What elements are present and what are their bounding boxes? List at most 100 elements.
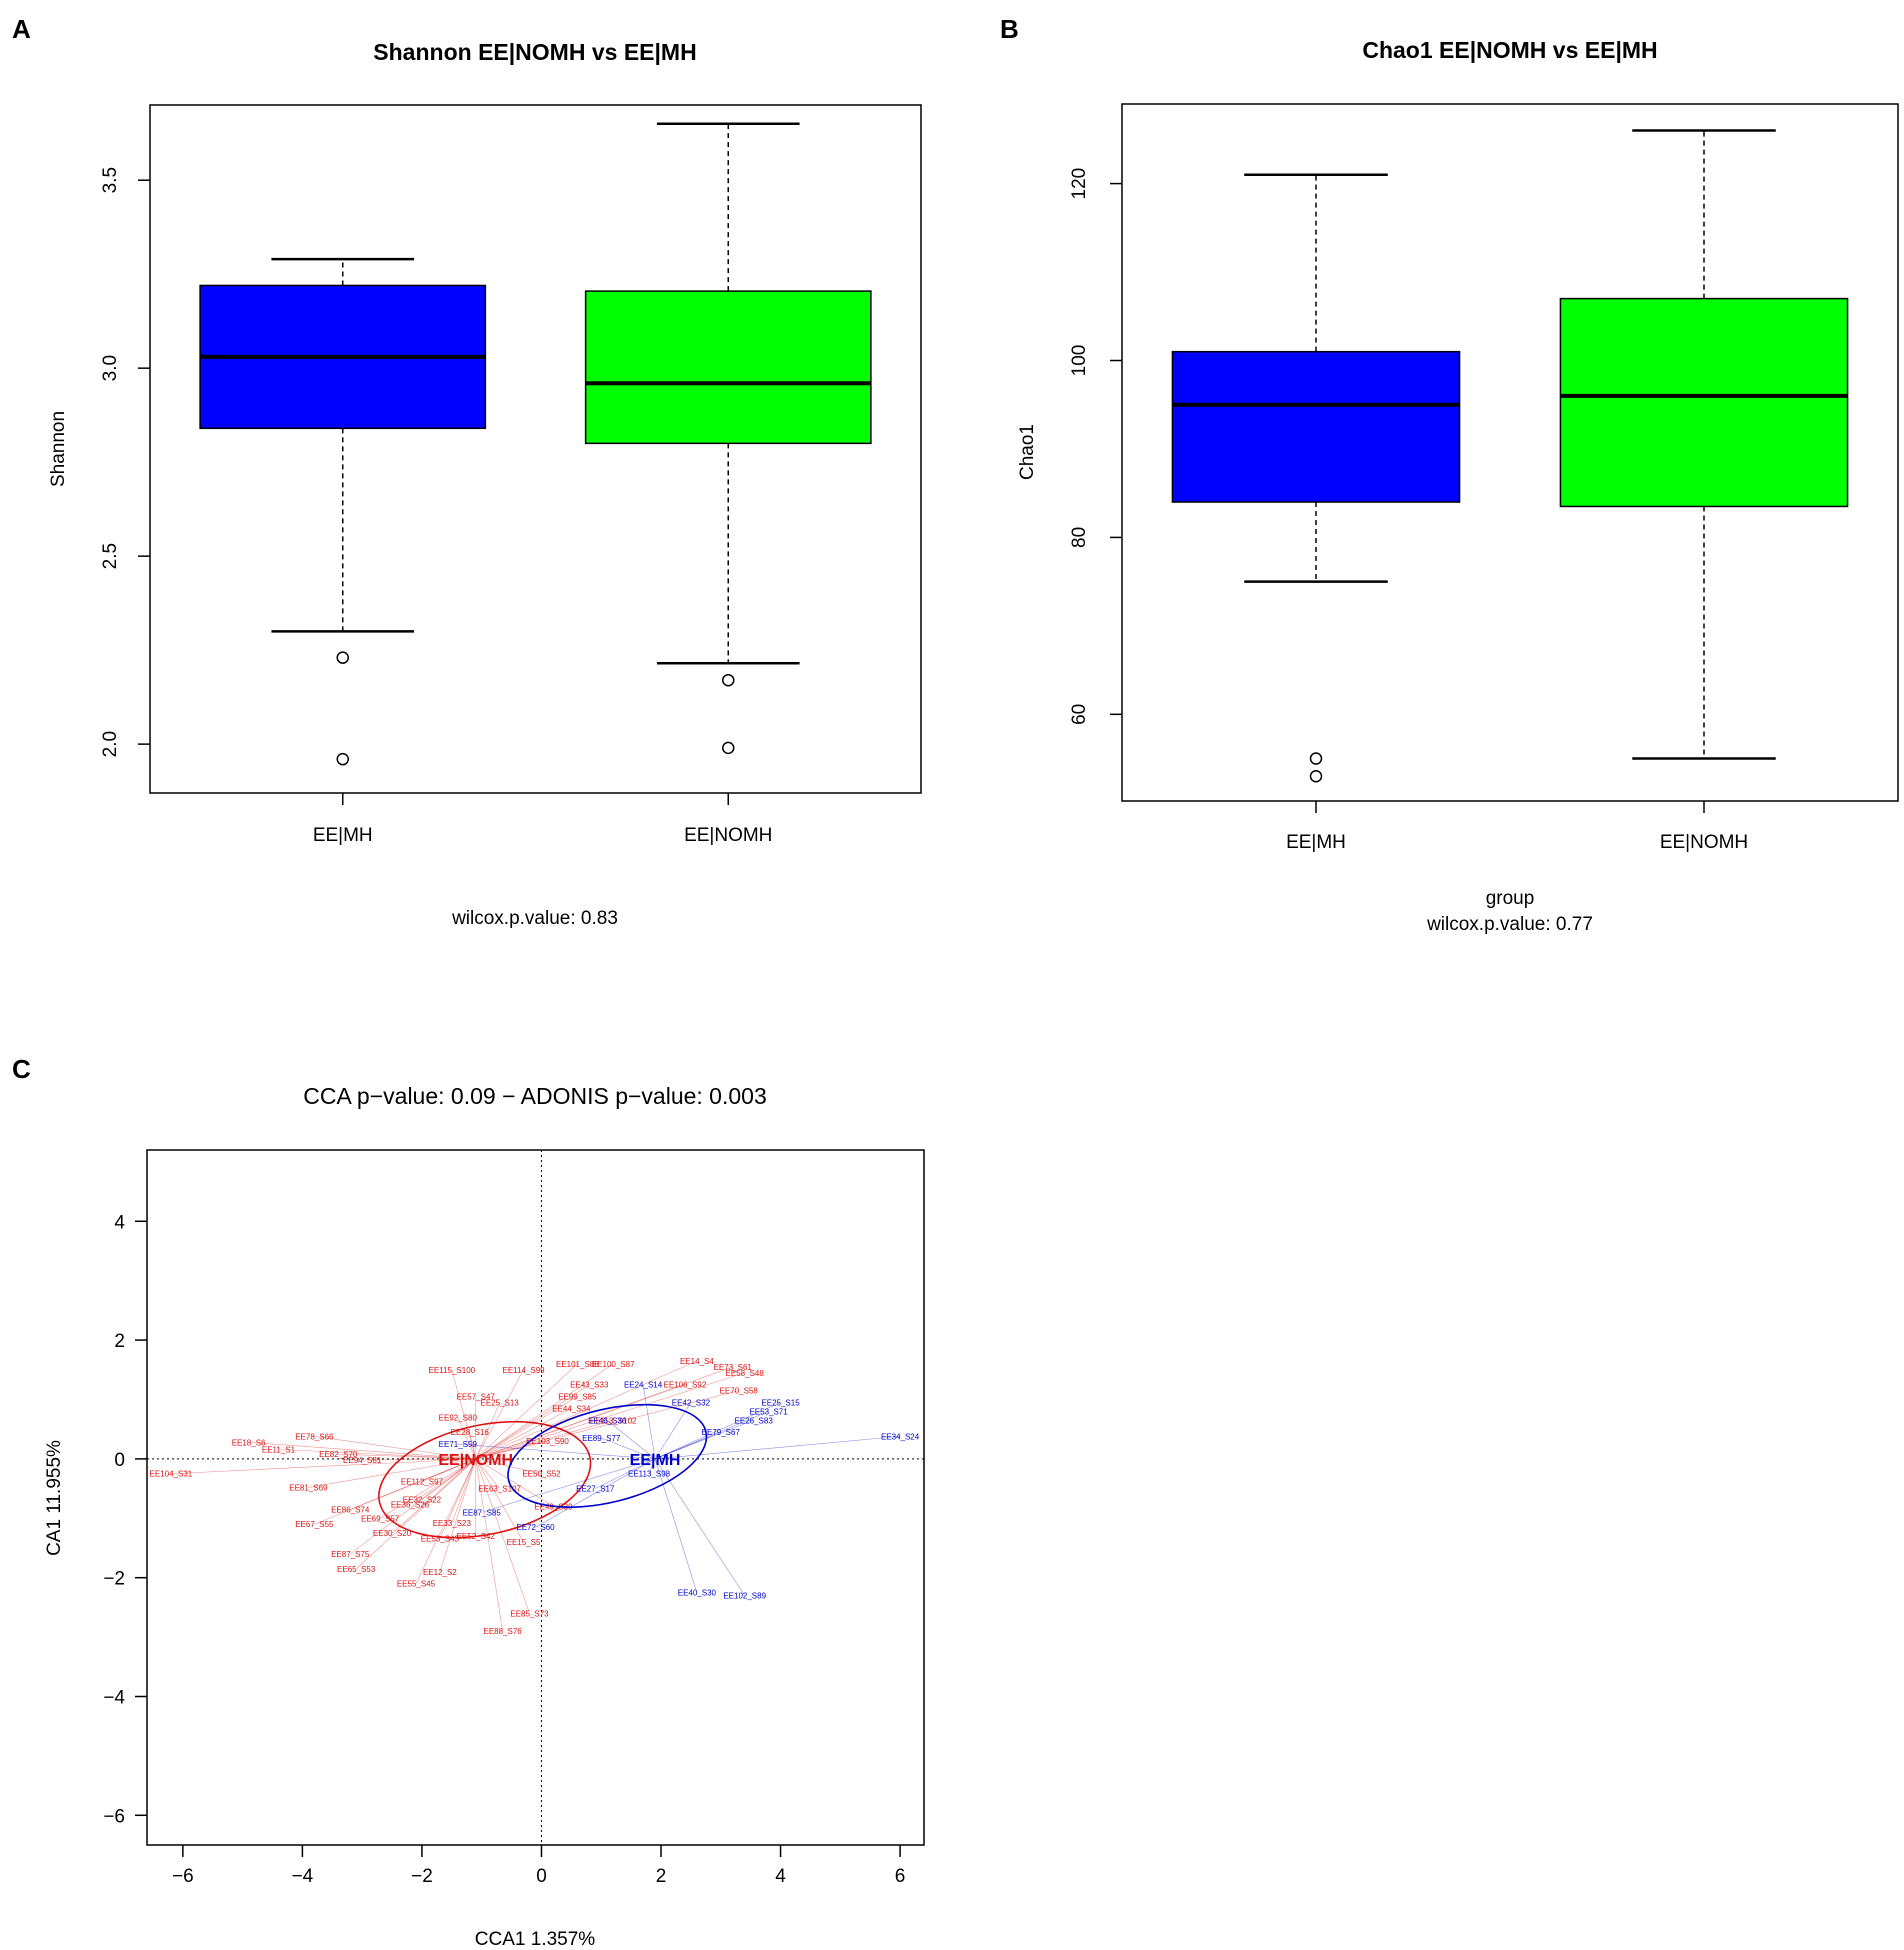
panel-b-y-axis-label: Chao1 xyxy=(1017,424,1038,480)
panel-c-marks: −6 −4 −2 0 2 4 6 −6 −4 −2 0 2 4 EE104_S31 EE18_S6EE11_… xyxy=(103,1150,924,1887)
panel-c-title: CCA p−value: 0.09 − ADONIS p−value: 0.00… xyxy=(303,1083,767,1109)
spider-line xyxy=(421,1458,476,1500)
y-tick-label: −4 xyxy=(103,1687,125,1708)
sample-point-label: EE57_S47 xyxy=(457,1393,496,1402)
spider-line xyxy=(355,1458,476,1570)
sample-point-label: EE82_S70 xyxy=(319,1450,358,1459)
panel-a-title: Shannon EE|NOMH vs EE|MH xyxy=(373,39,696,65)
y-tick-label: 3.5 xyxy=(100,167,121,193)
sample-point-label: EE28_S16 xyxy=(451,1428,490,1437)
spider-line xyxy=(170,1458,476,1475)
sample-point-label: EE42_S32 xyxy=(672,1398,711,1407)
sample-point-label: EE79_S67 xyxy=(702,1428,741,1437)
box-EE|NOMH xyxy=(584,290,872,445)
spider-line xyxy=(648,1458,656,1474)
sample-point-label: EE15_S5 xyxy=(507,1538,541,1547)
sample-point-label: EE102_S89 xyxy=(723,1592,766,1601)
spider-line xyxy=(595,1458,656,1489)
y-tick-label: 100 xyxy=(1069,345,1090,377)
x-tick-label: −4 xyxy=(292,1866,314,1887)
x-tick-label: EE|NOMH xyxy=(684,825,772,846)
spider-line xyxy=(308,1458,476,1488)
spider-line xyxy=(475,1458,554,1507)
sample-point-label: EE104_S31 xyxy=(150,1470,193,1479)
sample-point-label: EE70_S58 xyxy=(720,1387,759,1396)
sample-point-label: EE63_S107 xyxy=(478,1485,521,1494)
group-ellipse-EE|MH xyxy=(507,1403,708,1508)
sample-point-label: EE92_S80 xyxy=(439,1413,478,1422)
spider-line xyxy=(475,1440,548,1460)
sample-point-label: EE114_S99 xyxy=(502,1366,545,1375)
x-tick-label: EE|NOMH xyxy=(1660,832,1748,853)
spider-line xyxy=(481,1458,656,1513)
outlier-point xyxy=(1309,769,1323,783)
y-tick-label: 2.0 xyxy=(100,731,121,757)
panel-b-marks: 60 80 100 120 EE|MH EE|NOMH xyxy=(1069,129,1849,853)
box-EE|MH xyxy=(1171,350,1461,503)
sample-point-label: EE52_S42 xyxy=(457,1532,496,1541)
sample-point-label: EE115_S100 xyxy=(429,1366,476,1375)
spider-line xyxy=(439,1458,477,1572)
spider-line xyxy=(451,1369,477,1459)
spider-line xyxy=(475,1390,739,1460)
spider-line xyxy=(475,1363,578,1460)
spider-line xyxy=(415,1458,477,1584)
group-centroid-label: EE|NOMH xyxy=(438,1452,513,1469)
sample-point-label: EE113_S102 xyxy=(590,1416,637,1425)
sample-point-label: EE30_S20 xyxy=(373,1529,412,1538)
sample-point-label: EE44_S34 xyxy=(552,1404,591,1413)
sample-point-label: EE99_S85 xyxy=(558,1393,597,1402)
sample-point-label: EE50_S52 xyxy=(522,1470,561,1479)
panel-c-cca-scatter: CCA p−value: 0.09 − ADONIS p−value: 0.00… xyxy=(44,1083,925,1950)
sample-point-label: EE55_S45 xyxy=(397,1580,436,1589)
spider-line xyxy=(457,1417,477,1460)
sample-point-label: EE36_S26 xyxy=(391,1501,430,1510)
x-tick-label: −6 xyxy=(172,1866,194,1887)
panel-a-y-axis-label: Shannon xyxy=(48,411,69,487)
panel-b-x-axis-label: group xyxy=(1486,888,1535,909)
spider-line xyxy=(314,1436,476,1460)
panel-a-marks: 2.0 2.5 3.0 3.5 EE|MH EE|NOMH xyxy=(100,122,872,846)
spider-line xyxy=(535,1458,656,1528)
spider-line xyxy=(654,1402,781,1460)
x-tick-label: 0 xyxy=(536,1866,547,1887)
sample-point-label: EE24_S14 xyxy=(624,1381,663,1390)
sample-point-label: EE67_S55 xyxy=(295,1520,334,1529)
sample-point-label: EE26_S83 xyxy=(735,1416,774,1425)
sample-point-label: EE113_S98 xyxy=(628,1470,671,1479)
spider-line xyxy=(278,1449,476,1460)
spider-line xyxy=(421,1458,476,1482)
spider-line xyxy=(379,1458,476,1519)
spider-line xyxy=(642,1384,656,1459)
panel-b-title: Chao1 EE|NOMH vs EE|MH xyxy=(1362,37,1657,63)
spider-line xyxy=(655,1436,901,1460)
spider-line xyxy=(475,1396,578,1460)
sample-point-label: EE12_S2 xyxy=(423,1568,457,1577)
spider-line xyxy=(475,1402,500,1460)
sample-point-label: EE33_S23 xyxy=(433,1519,472,1528)
panel-a-footnote: wilcox.p.value: 0.83 xyxy=(451,908,618,929)
panel-c-x-axis-label: CCA1 1.357% xyxy=(475,1929,596,1950)
spider-line xyxy=(475,1408,572,1460)
group-ellipse-EE|NOMH xyxy=(378,1420,592,1539)
outlier-point xyxy=(336,752,349,766)
spider-line xyxy=(350,1458,476,1510)
y-tick-label: 120 xyxy=(1069,168,1090,200)
sample-point-label: EE11_S1 xyxy=(262,1445,296,1454)
sample-point-label: EE25_S13 xyxy=(481,1398,520,1407)
outlier-point xyxy=(1309,752,1323,765)
spider-line xyxy=(475,1458,530,1614)
panel-letter-c: C xyxy=(12,1054,31,1084)
outlier-point xyxy=(722,741,735,755)
x-tick-label: EE|MH xyxy=(313,825,373,846)
sample-point-label: EE73_S61 xyxy=(714,1363,753,1372)
sample-point-label: EE87_S75 xyxy=(331,1550,370,1559)
spider-line xyxy=(409,1458,476,1505)
spider-line xyxy=(654,1458,745,1596)
sample-point-label: EE34_S24 xyxy=(881,1432,920,1441)
spider-line xyxy=(451,1458,477,1524)
spider-line xyxy=(475,1458,503,1632)
spider-line xyxy=(475,1384,686,1460)
outlier-point xyxy=(336,651,349,664)
